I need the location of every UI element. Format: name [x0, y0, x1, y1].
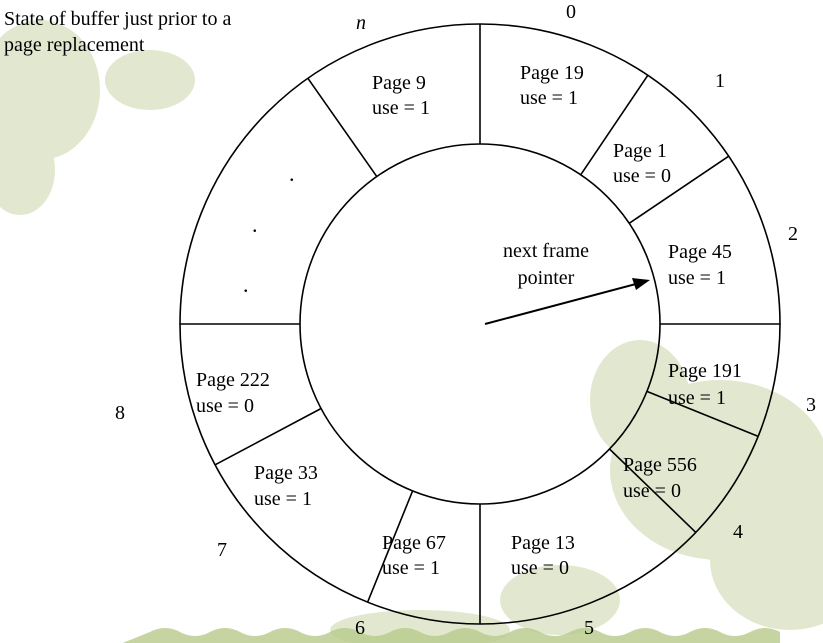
- frame-page-label: Page 191: [668, 360, 742, 382]
- next-frame-pointer: next frame pointer: [484, 240, 650, 325]
- caption-line-1: State of buffer just prior to a: [4, 8, 232, 30]
- frame-divider: [608, 448, 697, 533]
- pointer-arrow-shaft: [484, 283, 637, 325]
- frame-page-label: Page 556: [623, 454, 697, 476]
- ellipsis-dot: .: [243, 272, 249, 297]
- ellipsis-dot: .: [252, 212, 258, 237]
- frame-index-0: 0: [566, 1, 576, 23]
- frame-divider: [366, 490, 414, 603]
- frame-index-1: 1: [715, 70, 725, 92]
- ellipsis-dot: .: [289, 161, 295, 186]
- pointer-label-line-2: pointer: [518, 267, 575, 289]
- pointer-label-line-1: next frame: [503, 240, 589, 262]
- frame-index-5: 5: [584, 617, 594, 639]
- frame-page-67: Page 67 use = 1: [382, 532, 446, 579]
- frame-page-556: Page 556 use = 0: [623, 454, 697, 502]
- frame-index-6: 6: [355, 617, 365, 639]
- frame-page-label: Page 67: [382, 532, 446, 554]
- frame-use-bit: use = 0: [613, 165, 671, 187]
- frame-dividers: [180, 24, 780, 624]
- frame-page-label: Page 9: [372, 72, 426, 94]
- frame-page-222: Page 222 use = 0: [196, 369, 270, 417]
- diagram-caption: State of buffer just prior to a page rep…: [4, 6, 304, 58]
- frame-use-bit: use = 1: [668, 387, 726, 409]
- frame-page-9: Page 9 use = 1: [372, 72, 430, 119]
- frame-page-13: Page 13 use = 0: [511, 532, 575, 579]
- frame-index-8: 8: [115, 402, 125, 424]
- frame-index-2: 2: [788, 223, 798, 245]
- frame-use-bit: use = 1: [254, 488, 312, 510]
- frame-page-45: Page 45 use = 1: [668, 241, 732, 289]
- frame-index-4: 4: [733, 521, 743, 543]
- frame-page-label: Page 45: [668, 241, 732, 263]
- frame-use-bit: use = 1: [382, 557, 440, 579]
- frame-page-19: Page 19 use = 1: [520, 62, 584, 109]
- frame-page-label: Page 222: [196, 369, 270, 391]
- frame-use-bit: use = 0: [196, 395, 254, 417]
- frame-divider: [580, 74, 649, 176]
- frame-index-3: 3: [806, 394, 816, 416]
- frame-page-label: Page 19: [520, 62, 584, 84]
- frame-index-7: 7: [217, 539, 227, 561]
- caption-line-2: page replacement: [4, 34, 145, 56]
- frame-page-191: Page 191 use = 1: [668, 360, 742, 409]
- frame-page-1: Page 1 use = 0: [613, 140, 671, 187]
- frame-page-label: Page 13: [511, 532, 575, 554]
- frame-page-label: Page 33: [254, 462, 318, 484]
- frame-page-33: Page 33 use = 1: [254, 462, 318, 510]
- frame-use-bit: use = 0: [623, 480, 681, 502]
- inner-circle: [299, 143, 661, 505]
- frame-index-n: n: [356, 12, 366, 34]
- frame-divider: [628, 155, 730, 224]
- pointer-arrow-head: [632, 278, 650, 290]
- frame-divider: [646, 390, 759, 438]
- frame-use-bit: use = 1: [668, 267, 726, 289]
- frame-divider: [214, 407, 322, 466]
- frame-divider: [307, 77, 378, 178]
- frame-use-bit: use = 0: [511, 557, 569, 579]
- frame-use-bit: use = 1: [372, 97, 430, 119]
- frame-use-bit: use = 1: [520, 87, 578, 109]
- frame-page-label: Page 1: [613, 140, 667, 162]
